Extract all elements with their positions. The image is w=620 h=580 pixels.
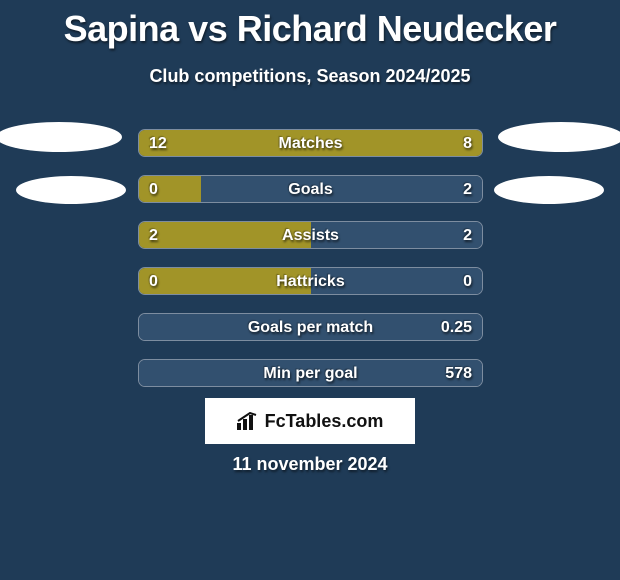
bar-right — [311, 268, 483, 294]
stat-row: 128Matches — [0, 123, 620, 169]
bar-left — [139, 130, 482, 156]
bar-track: 02Goals — [138, 175, 483, 203]
date-text: 11 november 2024 — [0, 454, 620, 475]
bar-track: 0.25Goals per match — [138, 313, 483, 341]
logo: FcTables.com — [237, 411, 384, 432]
bar-right — [201, 176, 482, 202]
bar-track: 00Hattricks — [138, 267, 483, 295]
logo-text: FcTables.com — [265, 411, 384, 432]
chart-icon — [237, 412, 259, 430]
bar-left — [139, 222, 311, 248]
page-title: Sapina vs Richard Neudecker — [0, 0, 620, 50]
stat-row: 00Hattricks — [0, 261, 620, 307]
stat-row: 578Min per goal — [0, 353, 620, 399]
bar-left — [139, 176, 201, 202]
subtitle: Club competitions, Season 2024/2025 — [0, 66, 620, 87]
bar-track: 128Matches — [138, 129, 483, 157]
logo-box: FcTables.com — [205, 398, 415, 444]
bar-left — [139, 268, 311, 294]
bar-track: 22Assists — [138, 221, 483, 249]
stat-row: 02Goals — [0, 169, 620, 215]
bar-right — [139, 314, 482, 340]
bar-track: 578Min per goal — [138, 359, 483, 387]
bar-right — [311, 222, 483, 248]
stat-row: 22Assists — [0, 215, 620, 261]
stat-row: 0.25Goals per match — [0, 307, 620, 353]
stats-rows: 128Matches 02Goals 22Assists 00Hattricks 0.2… — [0, 123, 620, 399]
bar-right — [139, 360, 482, 386]
